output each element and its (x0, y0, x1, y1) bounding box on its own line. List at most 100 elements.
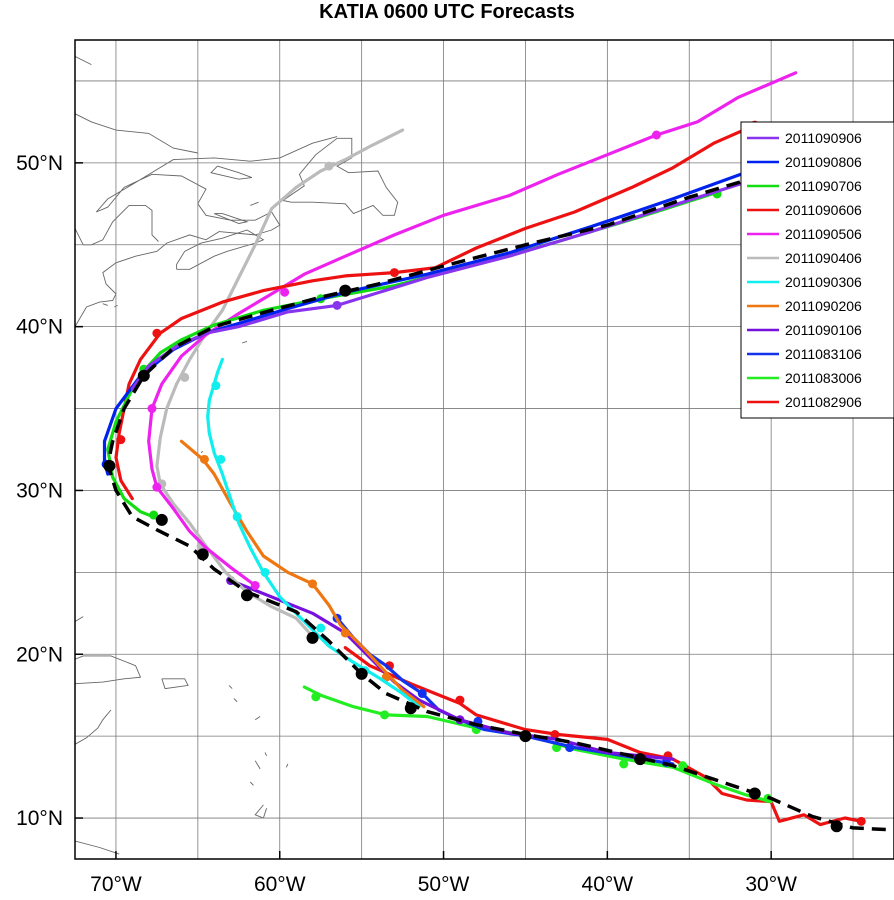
best-track-point (748, 787, 761, 800)
y-tick-label: 40°N (16, 316, 63, 339)
track-point (308, 579, 318, 589)
track-point (316, 623, 326, 633)
legend-item-2011090606: 2011090606 (747, 202, 862, 218)
track-line (206, 357, 421, 709)
x-tick-label: 50°W (418, 873, 470, 896)
coastline-25 (241, 340, 248, 344)
legend-label: 2011090406 (785, 250, 862, 266)
coastline-5 (254, 760, 261, 770)
track-point (152, 482, 162, 492)
x-tick-label: 30°W (745, 873, 797, 896)
track-point (180, 372, 190, 382)
legend-item-2011083106: 2011083106 (747, 346, 862, 362)
best-track-point (240, 589, 253, 602)
track-point (149, 510, 159, 520)
track-point (455, 695, 465, 705)
track-line (302, 685, 773, 804)
lat-lon-grid (75, 40, 894, 859)
coastline-3 (161, 678, 189, 690)
track-point (651, 130, 661, 140)
legend-item-2011090906: 2011090906 (747, 130, 862, 146)
track-point (565, 743, 575, 753)
coastline-layer (75, 55, 399, 855)
legend-item-2011090506: 2011090506 (747, 226, 862, 242)
coastline-4 (254, 804, 268, 819)
axis-ticks: 70°W 60°W 50°W 40°W 30°W 10°N 20°N 30°N 40°N 50°N (16, 152, 797, 896)
track-point (250, 580, 260, 590)
legend-item-2011090306: 2011090306 (747, 274, 862, 290)
track-point (152, 328, 162, 338)
coastline-1 (75, 709, 112, 745)
y-tick-label: 20°N (16, 643, 63, 666)
legend-label: 2011090306 (785, 274, 862, 290)
track-point (417, 689, 427, 699)
legend-label: 2011090106 (785, 322, 862, 338)
track-point (619, 759, 629, 769)
best-track-point (103, 459, 116, 472)
forecast-tracks (101, 71, 866, 827)
coastline-10 (75, 616, 84, 622)
legend-item-2011090406: 2011090406 (747, 250, 862, 266)
coastline-17 (75, 204, 159, 246)
track-point (550, 730, 560, 740)
track-line (155, 128, 405, 638)
coastline-0 (75, 840, 120, 855)
coastline-14 (210, 165, 253, 180)
track-2011090506 (147, 71, 798, 590)
track-point (311, 692, 321, 702)
coastline-19 (75, 55, 92, 66)
coastline-8 (264, 752, 268, 756)
coastline-15 (214, 213, 249, 224)
track-line (229, 578, 675, 761)
track-point (147, 404, 157, 414)
track-point (232, 512, 242, 522)
best-track-point (155, 513, 168, 526)
legend-label: 2011090606 (785, 202, 862, 218)
track-2011090706 (106, 189, 722, 520)
track-2011083006 (302, 685, 773, 804)
legend-box (740, 121, 894, 419)
legend-item-2011090106: 2011090106 (747, 322, 862, 338)
coastline-20 (102, 303, 108, 306)
legend-label: 2011090206 (785, 298, 862, 314)
legend-item-2011082906: 2011082906 (747, 394, 862, 410)
track-line (106, 190, 719, 520)
track-point (280, 287, 290, 297)
coastline-12 (176, 229, 265, 270)
best-track-point (339, 284, 352, 297)
legend-label: 2011090806 (785, 154, 862, 170)
legend: 2011090906 2011090806 2011090706 2011090606… (740, 121, 894, 419)
track-point (380, 710, 390, 720)
track-2011090106 (226, 576, 675, 761)
best-track-line (106, 123, 886, 832)
legend-label: 2011090706 (785, 178, 862, 194)
coastline-13 (282, 137, 399, 216)
coastline-23 (228, 685, 233, 689)
legend-label: 2011083106 (785, 346, 862, 362)
legend-label: 2011082906 (785, 394, 862, 410)
coastline-16 (250, 201, 259, 206)
track-line (343, 646, 863, 827)
legend-item-2011090206: 2011090206 (747, 298, 862, 314)
track-point (199, 454, 209, 464)
best-track-point (404, 702, 417, 715)
best-track-point (306, 631, 319, 644)
plot-frame (74, 39, 894, 860)
track-line (179, 439, 426, 709)
y-tick-label: 10°N (16, 807, 63, 830)
track-point (116, 435, 126, 445)
coastline-6 (249, 781, 254, 786)
legend-item-2011090706: 2011090706 (747, 178, 862, 194)
coastline-18 (75, 113, 198, 154)
track-point (340, 628, 350, 638)
track-line (102, 169, 752, 476)
coastline-11 (75, 136, 338, 327)
track-2011090206 (179, 439, 426, 709)
coastline-7 (285, 763, 289, 768)
track-point (389, 268, 399, 278)
track-2011082906 (343, 646, 866, 827)
legend-label: 2011083006 (785, 370, 862, 386)
x-tick-label: 60°W (254, 873, 306, 896)
track-point (332, 300, 342, 310)
